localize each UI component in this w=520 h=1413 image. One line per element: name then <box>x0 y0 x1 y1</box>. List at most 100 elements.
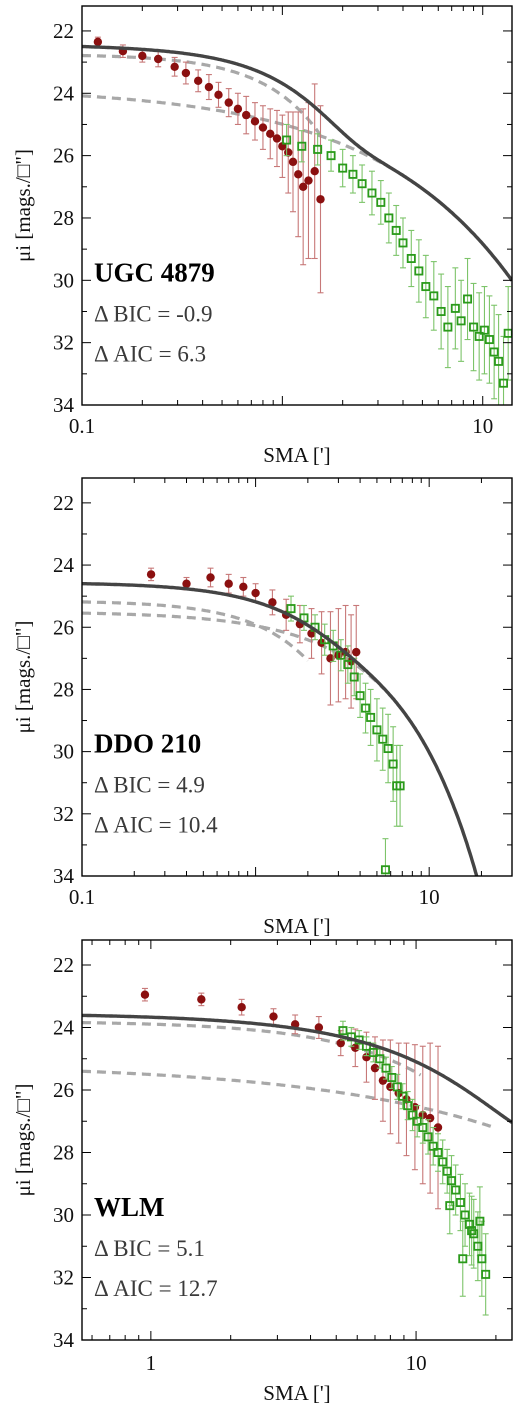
data-point <box>237 1002 246 1012</box>
delta-aic-label: Δ AIC = 6.3 <box>94 341 206 366</box>
data-point <box>343 660 353 670</box>
x-axis-label: SMA ['] <box>263 914 330 938</box>
data-point <box>314 1023 324 1032</box>
data-point <box>463 294 473 304</box>
y-tick-label: 34 <box>53 1328 75 1352</box>
component-model-curve <box>82 53 321 135</box>
plot-frame <box>81 939 513 1341</box>
galaxy-name: DDO 210 <box>94 729 201 759</box>
data-point <box>326 654 335 663</box>
y-tick-label: 30 <box>53 1203 74 1227</box>
component-model-curve <box>82 611 386 691</box>
data-point <box>477 1254 487 1264</box>
data-point <box>313 144 323 154</box>
data-point <box>433 1123 443 1132</box>
delta-aic-label: Δ AIC = 12.7 <box>94 1276 218 1301</box>
data-point <box>233 104 243 114</box>
y-tick-label: 26 <box>53 1078 74 1102</box>
x-tick-label: 10 <box>472 414 493 438</box>
data-point <box>181 68 191 78</box>
component-model-curve <box>82 94 459 219</box>
data-point <box>456 316 466 326</box>
data-point <box>336 650 346 660</box>
galaxy-name: WLM <box>94 1192 165 1222</box>
data-point <box>372 725 382 735</box>
data-point <box>428 1141 438 1151</box>
data-point <box>286 604 296 614</box>
delta-aic-label: Δ AIC = 10.4 <box>94 813 218 838</box>
total-model-curve <box>82 44 512 282</box>
data-point <box>429 291 439 301</box>
y-tick-label: 30 <box>53 740 74 764</box>
data-point <box>378 734 388 744</box>
data-point <box>316 195 325 204</box>
data-point <box>418 1123 428 1133</box>
x-tick-label: 0.1 <box>69 885 95 909</box>
y-tick-label: 32 <box>53 802 74 826</box>
data-point <box>398 1091 408 1101</box>
data-point <box>282 135 292 145</box>
data-point <box>445 1201 455 1211</box>
data-point <box>214 90 223 100</box>
plot-area <box>82 567 479 876</box>
data-point <box>206 573 215 582</box>
y-tick-label: 22 <box>53 491 74 515</box>
data-point <box>366 712 376 722</box>
data-point <box>375 1054 385 1064</box>
data-point <box>224 579 233 588</box>
data-point <box>298 182 308 191</box>
series-inner <box>93 36 325 294</box>
total-model-curve <box>82 582 479 876</box>
data-point <box>436 306 446 316</box>
plot-area <box>82 36 512 405</box>
data-point <box>294 170 303 179</box>
x-axis-label: SMA ['] <box>263 1381 330 1405</box>
data-point <box>193 76 203 86</box>
y-tick-label: 32 <box>53 331 74 355</box>
y-axis-label: μi [mags./□"] <box>11 1084 35 1197</box>
y-tick-label: 30 <box>53 268 74 292</box>
data-point <box>474 331 484 341</box>
data-point <box>469 322 479 332</box>
data-point <box>204 82 214 92</box>
data-point <box>421 282 431 292</box>
data-point <box>268 598 277 607</box>
data-point <box>446 1176 456 1186</box>
y-tick-label: 26 <box>53 615 74 639</box>
y-axis-label: μi [mags./□"] <box>11 621 35 734</box>
data-point <box>357 179 367 189</box>
data-point <box>443 322 453 332</box>
delta-bic-label: Δ BIC = -0.9 <box>94 301 213 326</box>
data-point <box>288 157 298 167</box>
data-point <box>368 1048 378 1058</box>
data-point <box>464 1219 474 1229</box>
data-point <box>310 167 319 176</box>
y-tick-label: 32 <box>53 1266 74 1290</box>
data-point <box>348 169 358 179</box>
series-outer <box>286 595 405 876</box>
y-tick-label: 28 <box>53 1141 74 1165</box>
y-tick-label: 22 <box>53 19 74 43</box>
y-tick-label: 24 <box>53 553 75 577</box>
data-point <box>425 1113 435 1123</box>
data-point <box>266 129 275 139</box>
data-point <box>395 781 405 791</box>
data-point <box>349 672 359 682</box>
data-point <box>451 1185 461 1195</box>
plot-frame <box>81 5 513 406</box>
data-point <box>481 1269 491 1279</box>
data-point <box>438 1157 448 1167</box>
data-point <box>412 1116 422 1126</box>
x-tick-label: 1 <box>146 1351 157 1375</box>
data-point <box>361 703 371 713</box>
delta-bic-label: Δ BIC = 4.9 <box>94 773 205 798</box>
y-tick-label: 34 <box>53 393 75 417</box>
data-point <box>297 141 307 151</box>
data-point <box>489 347 499 357</box>
data-point <box>392 1082 402 1092</box>
data-point <box>388 759 398 769</box>
data-point <box>499 378 509 388</box>
data-point <box>146 570 156 579</box>
data-point <box>376 197 386 207</box>
data-point <box>442 1166 452 1176</box>
